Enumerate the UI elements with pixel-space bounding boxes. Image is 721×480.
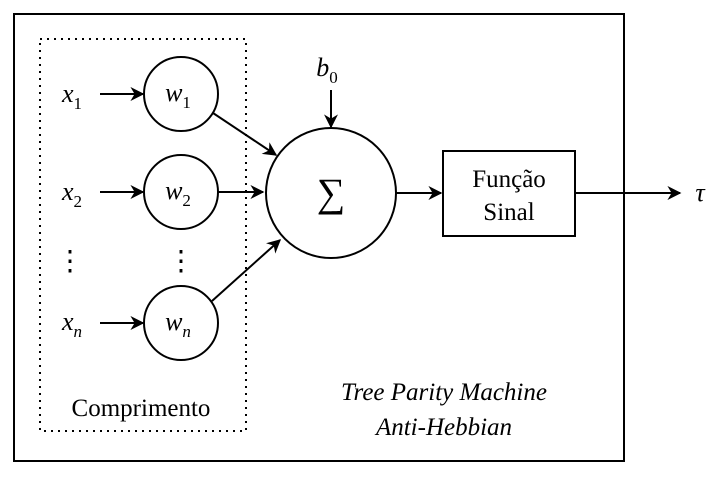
sum-symbol: ∑ [317,170,346,215]
weight-to-sum-arrow-n [211,239,282,302]
sign-function-label-line1: Função [472,166,546,193]
caption-line1: Tree Parity Machine [341,379,547,406]
weight-to-sum-arrow-1 [212,112,278,156]
group-label: Comprimento [72,395,211,422]
weight-label-wn: wn [165,307,191,341]
comprimento-group-box [39,38,247,432]
weight-ellipsis: ⋮ [167,246,195,277]
input-label-xn: xn [61,307,82,341]
bias-label: b0 [316,53,338,87]
caption-line2: Anti-Hebbian [374,414,512,441]
weight-node-1 [143,56,219,132]
input-label-x2: x2 [61,177,82,211]
weight-node-n [143,285,219,361]
input-ellipsis: ⋮ [56,246,84,277]
sign-function-box [442,150,576,237]
weight-label-w2: w2 [165,176,191,210]
output-label: τ [695,178,706,207]
weight-label-w1: w1 [165,78,191,112]
sign-function-label-line2: Sinal [483,199,534,226]
input-label-x1: x1 [61,79,82,113]
outer-frame [13,13,625,462]
